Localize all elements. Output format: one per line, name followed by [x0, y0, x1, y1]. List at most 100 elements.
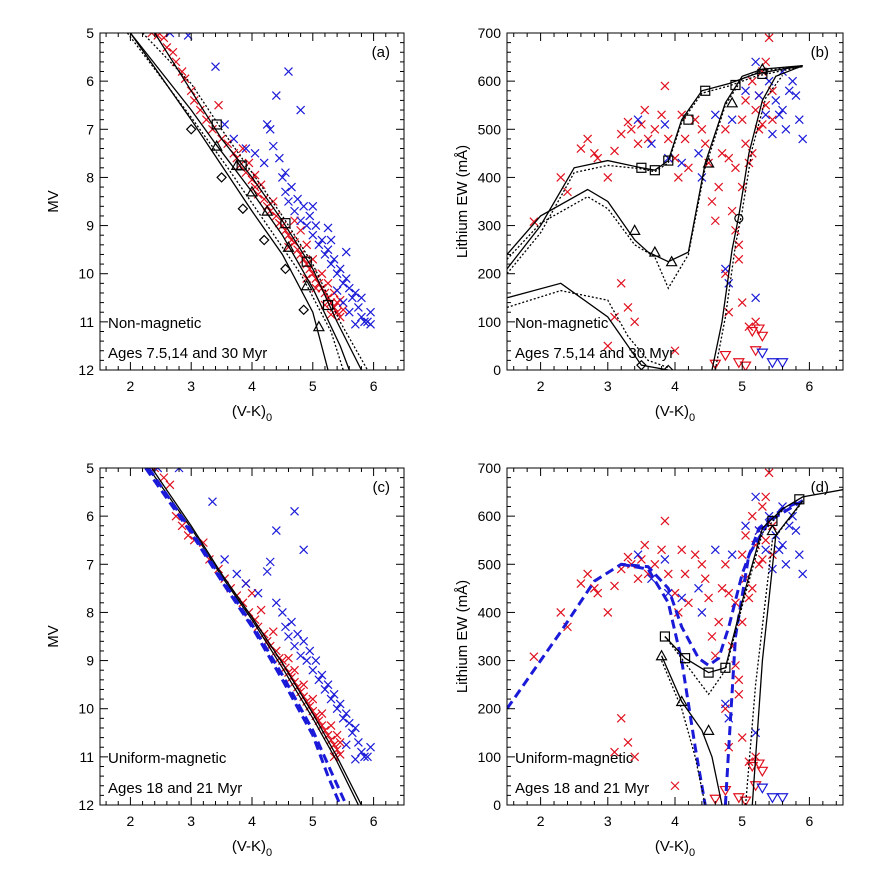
- data-point: [208, 497, 217, 507]
- data-point: [341, 709, 351, 718]
- data-point: [756, 783, 769, 794]
- data-point: [296, 216, 306, 226]
- data-point: [734, 254, 744, 264]
- data-point: [268, 627, 278, 637]
- series-line-6: [129, 33, 329, 370]
- data-point: [657, 545, 666, 555]
- data-point: [308, 201, 318, 211]
- data-point: [281, 168, 290, 178]
- y-axis-label: MV: [45, 190, 62, 213]
- series-line-9: [507, 289, 669, 369]
- data-point: [603, 173, 613, 182]
- triangle-marker: [702, 156, 715, 168]
- data-point: [724, 588, 734, 598]
- x-axis-label-main: (V-K): [655, 838, 689, 855]
- data-point: [714, 617, 724, 627]
- data-point: [556, 608, 566, 617]
- data-point: [660, 81, 670, 91]
- x-tick-label: 2: [127, 378, 135, 394]
- y-tick-label: 700: [478, 460, 502, 476]
- data-point: [290, 506, 299, 516]
- y-tick-label: 6: [86, 73, 94, 89]
- data-point: [794, 550, 804, 560]
- series-line-9: [661, 655, 723, 805]
- x-axis-label-main: (V-K): [232, 838, 266, 855]
- data-point: [323, 245, 333, 255]
- x-tick-label: 3: [604, 378, 612, 394]
- data-layer: [126, 33, 375, 370]
- annotation: Uniform-magnetic: [108, 750, 227, 767]
- data-point: [326, 735, 336, 745]
- data-point: [338, 713, 348, 723]
- data-point: [335, 312, 345, 322]
- x-tick-label: 6: [370, 378, 378, 394]
- data-point: [177, 521, 187, 531]
- data-point: [739, 796, 752, 805]
- x-axis-label: (V-K)0: [655, 403, 695, 424]
- data-point: [305, 211, 315, 221]
- data-point: [153, 33, 163, 40]
- triangle-marker: [230, 159, 243, 170]
- data-point: [720, 264, 730, 274]
- data-point: [690, 550, 700, 560]
- triangle-marker: [300, 279, 313, 291]
- data-point: [350, 754, 360, 764]
- data-point: [344, 283, 354, 293]
- y-tick-label: 700: [478, 25, 502, 41]
- data-point: [720, 559, 730, 569]
- triangle-marker: [655, 649, 668, 661]
- data-point: [673, 608, 683, 617]
- data-point: [754, 91, 764, 101]
- data-point: [229, 134, 239, 144]
- data-point: [308, 694, 318, 704]
- y-tick-label: 9: [86, 218, 94, 234]
- y-tick-label: 5: [86, 25, 94, 41]
- data-point: [766, 358, 779, 369]
- y-tick-label: 300: [478, 218, 502, 234]
- data-point: [589, 583, 599, 593]
- series-line-10: [661, 660, 706, 805]
- data-point: [162, 43, 172, 52]
- data-point: [290, 665, 299, 675]
- data-point: [739, 361, 752, 370]
- data-point: [302, 221, 312, 230]
- diamond-marker: [258, 234, 270, 246]
- data-point: [287, 617, 296, 627]
- diamond-marker: [298, 304, 310, 316]
- triangle-marker: [282, 241, 295, 252]
- data-point: [335, 737, 345, 747]
- y-tick-label: 10: [78, 266, 94, 282]
- data-point: [616, 713, 626, 723]
- y-tick-label: 0: [493, 797, 501, 813]
- triangle-marker: [312, 320, 325, 332]
- data-point: [223, 139, 233, 149]
- triangle-marker: [210, 139, 223, 151]
- data-point: [357, 312, 366, 322]
- data-point: [734, 675, 744, 685]
- triangle-marker: [702, 724, 715, 735]
- data-point: [640, 540, 650, 550]
- data-point: [341, 740, 351, 750]
- y-axis-label: Lithium EW (mÅ): [454, 580, 471, 693]
- series-line-3: [126, 33, 344, 370]
- data-point: [647, 574, 656, 584]
- data-point: [660, 516, 670, 526]
- data-point: [323, 278, 333, 288]
- data-point: [332, 704, 342, 714]
- data-point: [341, 247, 351, 257]
- data-point: [776, 793, 789, 804]
- data-point: [583, 569, 593, 579]
- data-point: [774, 545, 784, 555]
- data-point: [768, 115, 777, 125]
- data-point: [281, 187, 290, 197]
- data-point: [616, 129, 626, 139]
- data-point: [238, 144, 248, 153]
- diamond-marker: [237, 203, 249, 215]
- y-axis-label: Lithium EW (mÅ): [454, 145, 471, 258]
- data-point: [347, 293, 357, 303]
- square-marker: [663, 155, 674, 166]
- x-axis-label-sub: 0: [266, 847, 272, 859]
- data-point: [323, 223, 333, 233]
- data-point: [741, 521, 750, 531]
- data-point: [250, 148, 260, 158]
